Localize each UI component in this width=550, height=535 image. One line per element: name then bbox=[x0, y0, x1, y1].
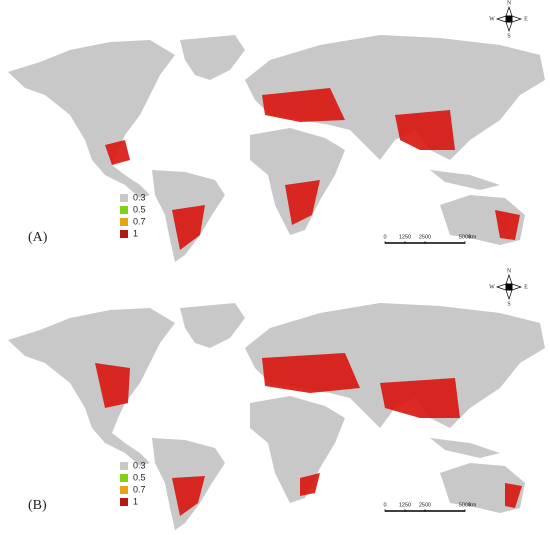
legend-label: 0.5 bbox=[133, 472, 146, 482]
compass-s: S bbox=[507, 33, 510, 39]
legend-swatch bbox=[120, 474, 128, 482]
legend-swatch bbox=[120, 218, 128, 226]
legend-label: 0.3 bbox=[133, 460, 146, 470]
legend-swatch bbox=[120, 194, 128, 202]
scale-label: 0 bbox=[383, 234, 386, 240]
legend-swatch bbox=[120, 230, 128, 238]
base-map bbox=[8, 303, 545, 530]
compass-n: N bbox=[507, 0, 512, 6]
legend-swatch bbox=[120, 498, 128, 506]
scale-label: 2500 bbox=[419, 502, 431, 508]
compass-n: N bbox=[507, 268, 512, 274]
legend-label: 0.3 bbox=[133, 192, 146, 202]
legend-label: 0.7 bbox=[133, 484, 146, 494]
compass-w: W bbox=[489, 16, 495, 22]
panel-label: (A) bbox=[28, 230, 48, 245]
legend-swatch bbox=[120, 462, 128, 470]
scale-label: 0 bbox=[383, 502, 386, 508]
legend-label: 1 bbox=[133, 228, 138, 238]
legend-swatch bbox=[120, 206, 128, 214]
compass-s: S bbox=[507, 301, 510, 307]
scale-unit: km bbox=[469, 502, 477, 508]
legend-label: 1 bbox=[133, 496, 138, 506]
base-map bbox=[8, 35, 545, 262]
compass-center bbox=[505, 283, 513, 291]
compass-w: W bbox=[489, 284, 495, 290]
scale-label: 2500 bbox=[419, 234, 431, 240]
panel-label: (B) bbox=[28, 498, 47, 513]
scale-label: 5000 bbox=[459, 502, 471, 508]
legend-label: 0.5 bbox=[133, 204, 146, 214]
scale-label: 1250 bbox=[399, 234, 411, 240]
legend-label: 0.7 bbox=[133, 216, 146, 226]
suitability-overlay bbox=[105, 88, 520, 250]
suitability-overlay bbox=[95, 353, 522, 516]
compass-e: E bbox=[524, 284, 528, 290]
legend-swatch bbox=[120, 486, 128, 494]
scale-label: 1250 bbox=[399, 502, 411, 508]
compass-e: E bbox=[524, 16, 528, 22]
scale-unit: km bbox=[469, 234, 477, 240]
compass-center bbox=[505, 15, 513, 23]
scale-label: 5000 bbox=[459, 234, 471, 240]
